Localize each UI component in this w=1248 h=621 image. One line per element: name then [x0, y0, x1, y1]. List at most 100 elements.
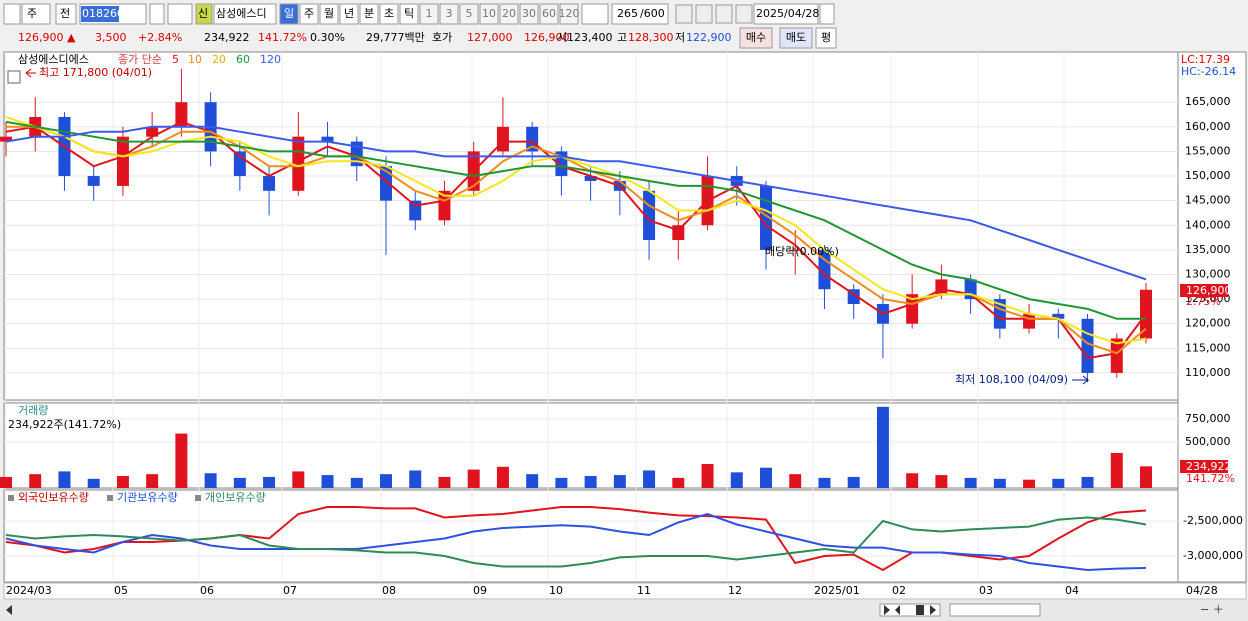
quote-price: 126,900 ▲	[18, 31, 76, 44]
button[interactable]	[339, 3, 359, 25]
volume-bar	[876, 406, 889, 488]
chart-icon[interactable]	[7, 70, 21, 84]
button[interactable]	[519, 3, 539, 25]
minute-button: 10	[482, 7, 496, 20]
volume-bar	[993, 478, 1006, 488]
button[interactable]	[815, 27, 837, 49]
quote-change: 3,500	[95, 31, 127, 44]
volume-bar	[584, 476, 597, 488]
min-arrow	[1072, 375, 1090, 385]
y-tick-label: 115,000	[1185, 341, 1231, 354]
button	[213, 3, 277, 25]
candle-body	[1110, 338, 1123, 373]
y-tick-label: 140,000	[1185, 218, 1231, 231]
volume-bar	[760, 467, 772, 488]
volume-bar	[0, 476, 12, 488]
last-volume-box	[1180, 460, 1228, 473]
button[interactable]	[499, 3, 519, 25]
legend-entry: 개인보유수량	[205, 491, 266, 504]
scroll-controls[interactable]: − ＋	[879, 603, 1224, 617]
button[interactable]	[459, 3, 479, 25]
quote-open: 123,400	[567, 31, 613, 44]
avg-button: 평	[821, 31, 831, 44]
volume-bar	[1052, 478, 1065, 488]
button[interactable]	[167, 3, 193, 25]
interval-button: 분	[364, 7, 374, 20]
button[interactable]	[675, 4, 693, 24]
button[interactable]	[3, 3, 21, 25]
button[interactable]	[819, 3, 835, 25]
badge: 신	[198, 7, 208, 20]
quote-low-label: 저	[675, 31, 685, 44]
button[interactable]	[539, 3, 559, 25]
volume-bar	[613, 475, 626, 488]
last-volume-label: 234,922	[1186, 460, 1232, 473]
y-tick-label: -3,000,000	[1183, 549, 1243, 562]
volume-ratio-label: 141.72%	[1186, 472, 1235, 485]
max-arrow	[25, 68, 36, 78]
button	[753, 3, 819, 25]
last-price-label: 126,900	[1186, 284, 1232, 297]
volume-bar	[350, 477, 363, 488]
max-label: 최고 171,800 (04/01)	[39, 66, 152, 79]
y-tick-label: 165,000	[1185, 95, 1231, 108]
right-axis	[1177, 51, 1247, 583]
quote-open-label: 시	[557, 31, 567, 44]
y-tick-label: 500,000	[1185, 435, 1231, 448]
quote-bid: 126,900	[524, 31, 570, 44]
volume-bar	[116, 476, 129, 488]
volume-bar	[1140, 466, 1152, 488]
date-axis	[3, 582, 1247, 600]
interval-button: 월	[324, 7, 334, 20]
button	[21, 3, 51, 25]
button[interactable]	[479, 3, 499, 25]
scroll-left[interactable]	[6, 605, 12, 615]
button[interactable]	[695, 4, 713, 24]
x-tick-label: 03	[979, 584, 993, 597]
last-price-box	[1180, 284, 1228, 297]
scrollbar[interactable]	[0, 600, 1248, 621]
legend-entry: 20	[212, 53, 226, 66]
volume-bar	[672, 477, 685, 488]
interval-button: 초	[384, 7, 394, 20]
button[interactable]	[739, 27, 773, 49]
x-tick-label: 06	[200, 584, 214, 597]
volume-bar	[58, 471, 71, 488]
volume-bar	[496, 466, 509, 488]
button[interactable]	[379, 3, 399, 25]
button[interactable]	[299, 3, 319, 25]
ma-line	[5, 125, 1147, 281]
button[interactable]	[559, 3, 579, 25]
button[interactable]	[149, 3, 165, 25]
ownership-line	[5, 516, 1147, 568]
quote-amount: 29,777백만	[366, 31, 425, 44]
panel-title: 거래량	[18, 404, 48, 417]
volume-bar	[964, 477, 977, 488]
button[interactable]	[715, 4, 733, 24]
volume-bar	[204, 473, 217, 488]
price-panel	[3, 51, 1179, 401]
volume-bar	[146, 474, 159, 488]
button[interactable]	[279, 3, 299, 25]
button[interactable]	[195, 3, 213, 25]
quote-high-label: 고	[617, 31, 627, 44]
x-tick-label: 05	[114, 584, 128, 597]
button[interactable]	[779, 27, 813, 49]
quote-volume-ratio: 141.72%	[258, 31, 307, 44]
button[interactable]	[735, 4, 753, 24]
candle-body	[380, 166, 392, 201]
button[interactable]	[419, 3, 439, 25]
candle-body	[496, 126, 509, 152]
volume-bar	[29, 474, 42, 488]
button[interactable]	[399, 3, 419, 25]
candle-body	[789, 249, 802, 251]
button[interactable]	[319, 3, 339, 25]
hc-label: HC:-26.14	[1181, 65, 1236, 78]
button[interactable]	[581, 3, 609, 25]
button[interactable]	[439, 3, 459, 25]
x-tick-label: 2025/01	[814, 584, 860, 597]
button[interactable]	[359, 3, 379, 25]
y-tick-label: 110,000	[1185, 366, 1231, 379]
